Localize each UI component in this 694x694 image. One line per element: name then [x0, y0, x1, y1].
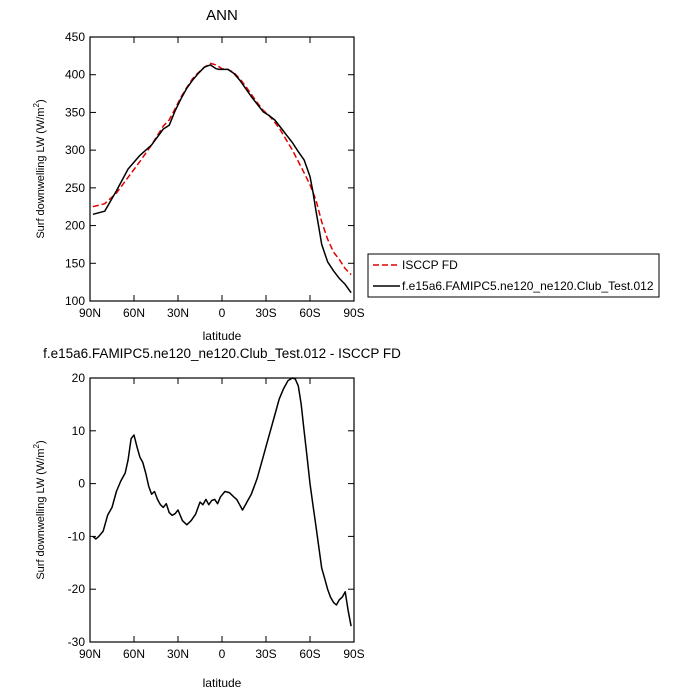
legend-box [367, 253, 660, 298]
bottom-x-tick-label: 90N [79, 647, 101, 661]
top-y-tick-label: 300 [65, 143, 85, 157]
top-x-tick-label: 90S [343, 306, 364, 320]
top-y-axis: 100 150 200 250 300 350 400 450 [65, 30, 354, 308]
top-y-tick-label: 400 [65, 68, 85, 82]
bottom-series-line-0 [92, 377, 352, 627]
top-y-tick-label: 450 [65, 30, 85, 44]
bottom-y-tick-label: 20 [72, 371, 86, 385]
bottom-x-tick-label: 90S [343, 647, 364, 661]
bottom-x-tick-label: 0 [219, 647, 226, 661]
top-x-tick-label: 30N [167, 306, 189, 320]
legend-label-model: f.e15a6.FAMIPC5.ne120_ne120.Club_Test.01… [402, 279, 654, 293]
bottom-y-axis-label: Surf downwelling LW (W/m2) [32, 440, 47, 579]
top-x-tick-label: 90N [79, 306, 101, 320]
top-y-tick-label: 350 [65, 105, 85, 119]
top-x-tick-label: 0 [219, 306, 226, 320]
bottom-y-tick-label: 10 [72, 424, 86, 438]
bottom-x-tick-label: 60N [123, 647, 145, 661]
top-x-tick-label: 60N [123, 306, 145, 320]
top-x-tick-label: 60S [299, 306, 320, 320]
bottom-y-tick-label: -10 [68, 529, 86, 543]
legend: ISCCP FD f.e15a6.FAMIPC5.ne120_ne120.Clu… [367, 253, 660, 298]
legend-label-isccp: ISCCP FD [402, 258, 458, 272]
bottom-x-tick-label: 30S [255, 647, 276, 661]
bottom-panel: f.e15a6.FAMIPC5.ne120_ne120.Club_Test.01… [32, 346, 401, 690]
bottom-y-tick-label: -20 [68, 582, 86, 596]
bottom-x-tick-label: 30N [167, 647, 189, 661]
top-x-tick-label: 30S [255, 306, 276, 320]
top-y-tick-label: 200 [65, 219, 85, 233]
top-plot-frame [89, 36, 355, 302]
top-series-line-1 [92, 64, 352, 294]
top-x-axis-label: latitude [203, 329, 242, 343]
bottom-x-tick-label: 60S [299, 647, 320, 661]
top-y-tick-label: 250 [65, 181, 85, 195]
top-x-axis: 90N 60N 30N 0 30S 60S 90S [79, 37, 365, 320]
bottom-y-tick-label: 0 [78, 477, 85, 491]
top-y-axis-label: Surf downwelling LW (W/m2) [32, 99, 47, 238]
bottom-x-axis: 90N 60N 30N 0 30S 60S 90S [79, 378, 365, 661]
bottom-x-axis-label: latitude [203, 676, 242, 690]
bottom-y-tick-label: -30 [68, 635, 86, 649]
top-chart-title: ANN [206, 7, 238, 24]
bottom-chart-title: f.e15a6.FAMIPC5.ne120_ne120.Club_Test.01… [43, 346, 401, 361]
bottom-series-group [92, 377, 352, 627]
top-y-tick-label: 100 [65, 294, 85, 308]
top-series-line-0 [92, 62, 352, 276]
top-y-tick-label: 150 [65, 256, 85, 270]
top-panel: ANN 100 150 200 250 300 350 400 450 90N 60N 30N 0 3… [32, 7, 365, 343]
bottom-y-axis: -30 -20 -10 0 10 20 [68, 371, 354, 649]
top-series-group [92, 62, 352, 294]
